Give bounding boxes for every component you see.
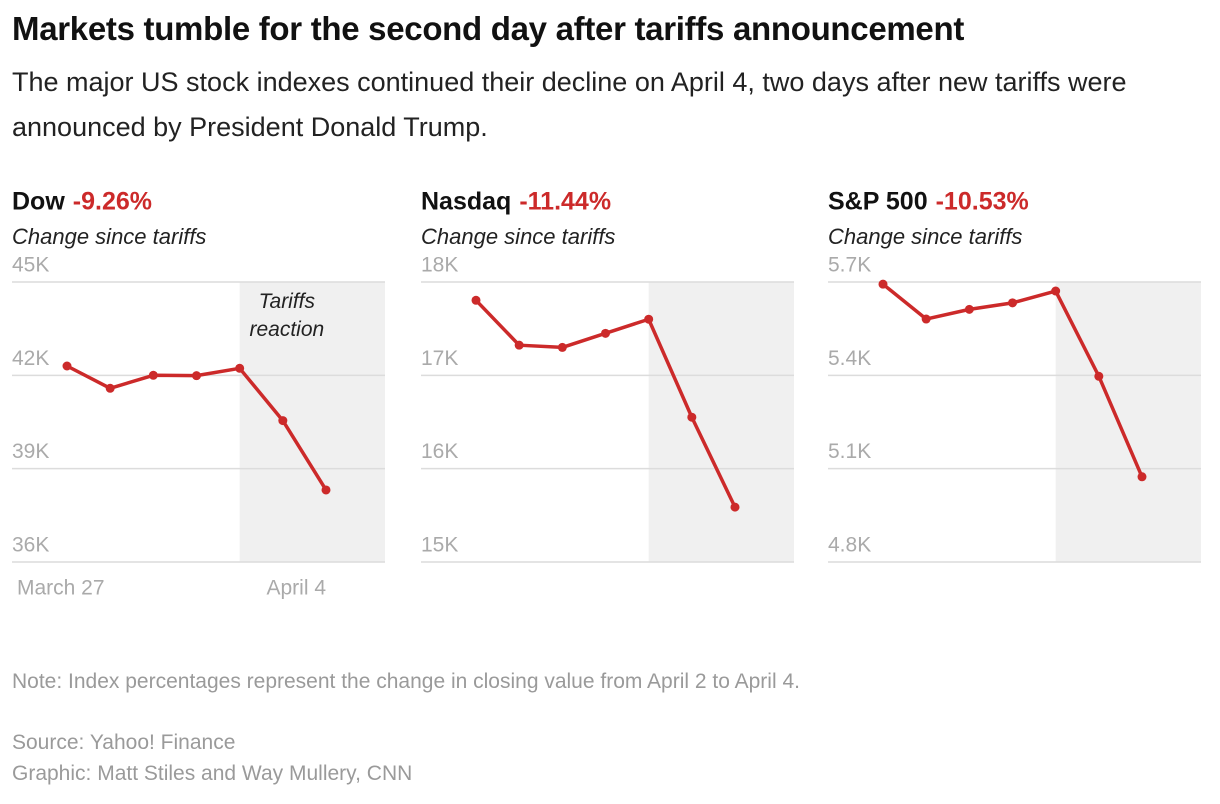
point — [1094, 371, 1104, 381]
y-tick-label: 16K — [421, 440, 458, 463]
change-label: -11.44% — [519, 188, 611, 216]
reaction-shade — [239, 282, 385, 562]
point — [62, 361, 72, 371]
credit: Graphic: Matt Stiles and Way Mullery, CN… — [12, 762, 413, 785]
chart-title: Nasdaq — [421, 188, 511, 216]
point — [1051, 286, 1061, 296]
reaction-shade — [1055, 282, 1201, 562]
y-tick-label: 5.1K — [828, 440, 871, 463]
point — [687, 412, 697, 422]
point — [878, 279, 888, 289]
point — [514, 340, 524, 350]
chart-title: Dow — [12, 188, 65, 216]
chart-subtitle: Change since tariffs — [421, 224, 615, 249]
point — [278, 416, 288, 426]
annotation: Tariffs reaction — [249, 290, 324, 341]
chart-subtitle: Change since tariffs — [828, 224, 1022, 249]
y-tick-label: 17K — [421, 347, 458, 370]
y-tick-label: 39K — [12, 440, 49, 463]
point — [105, 383, 115, 393]
point — [321, 485, 331, 495]
y-tick-label: 5.4K — [828, 347, 871, 370]
y-tick-label: 18K — [421, 254, 458, 277]
point — [557, 342, 567, 352]
reaction-shade — [648, 282, 794, 562]
chart-title: S&P 500 — [828, 188, 928, 216]
change-label: -9.26% — [73, 188, 152, 216]
y-tick-label: 45K — [12, 254, 49, 277]
subtitle: The major US stock indexes continued the… — [12, 67, 1127, 142]
point — [730, 502, 740, 512]
point — [148, 370, 158, 380]
point — [964, 304, 974, 314]
point — [644, 314, 654, 324]
point — [601, 328, 610, 338]
point — [192, 371, 201, 381]
y-tick-label: 36K — [12, 534, 49, 557]
source: Source: Yahoo! Finance — [12, 731, 236, 754]
y-tick-label: 4.8K — [828, 534, 871, 557]
x-tick-label: April 4 — [266, 577, 326, 600]
point — [235, 363, 245, 373]
point — [921, 314, 931, 324]
y-tick-label: 15K — [421, 534, 458, 557]
x-tick-label: March 27 — [17, 577, 105, 600]
note: Note: Index percentages represent the ch… — [12, 670, 800, 693]
y-tick-label: 5.7K — [828, 254, 871, 277]
chart-subtitle: Change since tariffs — [12, 224, 206, 249]
change-label: -10.53% — [936, 188, 1029, 216]
y-tick-label: 42K — [12, 347, 49, 370]
title: Markets tumble for the second day after … — [12, 10, 965, 47]
point — [1008, 298, 1017, 308]
point — [471, 295, 481, 305]
point — [1137, 472, 1147, 482]
